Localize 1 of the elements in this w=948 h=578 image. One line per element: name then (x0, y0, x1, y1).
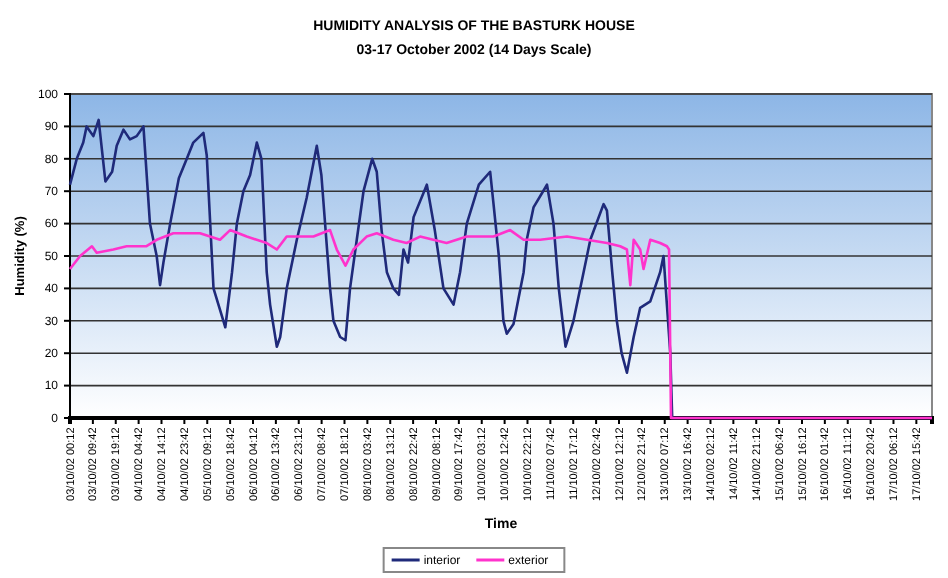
line-series (68, 228, 934, 420)
